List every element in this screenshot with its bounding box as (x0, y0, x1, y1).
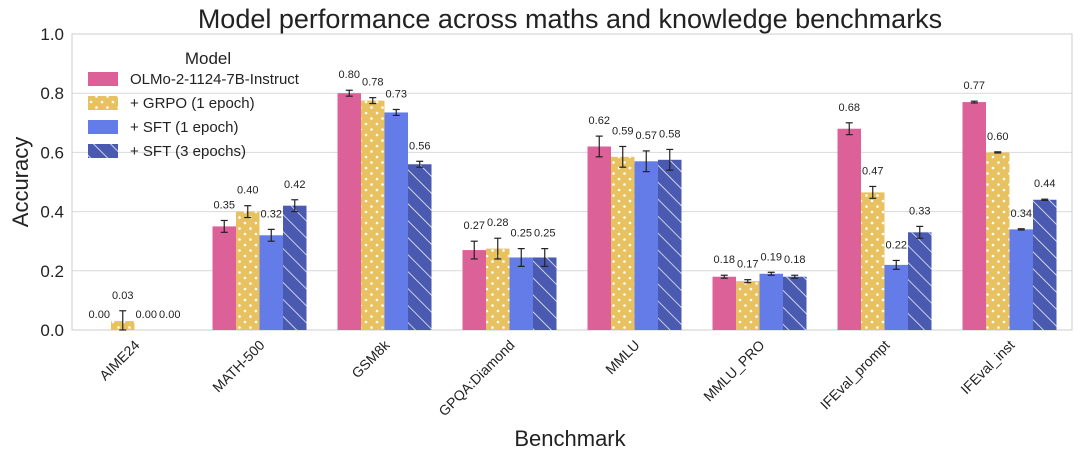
y-tick-label: 0.2 (40, 262, 64, 281)
data-label: 0.03 (112, 290, 133, 302)
x-tick-label: MMLU (602, 337, 642, 377)
data-label: 0.80 (339, 69, 360, 81)
legend-swatch (88, 120, 118, 134)
data-label: 0.25 (511, 228, 532, 240)
data-label: 0.44 (1034, 178, 1055, 190)
data-label: 0.73 (386, 88, 407, 100)
x-axis-ticks: AIME24 MATH-500 GSM8k GPQA:Diamond MMLU MMLU_… (96, 336, 1018, 419)
data-label: 0.18 (714, 254, 735, 266)
chart-title: Model performance across maths and knowl… (198, 4, 942, 34)
data-label: 0.56 (409, 140, 430, 152)
bar (634, 161, 658, 330)
data-label: 0.62 (589, 115, 610, 127)
bar (462, 250, 486, 330)
legend-swatch (88, 72, 118, 86)
bar (759, 273, 783, 330)
data-label: 0.00 (136, 309, 157, 321)
data-label: 0.47 (862, 165, 883, 177)
bar (384, 112, 408, 330)
bar-pattern (486, 248, 510, 330)
data-label: 0.77 (964, 80, 985, 92)
data-label: 0.27 (464, 220, 485, 232)
data-label: 0.33 (909, 205, 930, 217)
bar-pattern (908, 232, 932, 330)
legend-swatch-pattern (88, 144, 118, 158)
bar (259, 235, 283, 330)
bar-pattern (736, 281, 760, 330)
data-label: 0.17 (737, 259, 758, 271)
bar-pattern (861, 192, 885, 330)
bar (509, 257, 533, 330)
x-tick-label: AIME24 (96, 337, 143, 384)
y-tick-label: 0.0 (40, 321, 64, 340)
bar-pattern (408, 164, 432, 330)
bar-pattern (1033, 199, 1057, 330)
data-label: 0.18 (784, 254, 805, 266)
y-tick-label: 0.8 (40, 84, 64, 103)
data-label: 0.22 (886, 239, 907, 251)
legend-swatch-pattern (88, 96, 118, 110)
data-label: 0.00 (89, 309, 110, 321)
y-tick-label: 0.6 (40, 143, 64, 162)
y-axis-ticks: 0.0 0.2 0.4 0.6 0.8 1.0 (40, 25, 64, 340)
legend-label: OLMo-2-1124-7B-Instruct (130, 71, 300, 88)
bar-pattern (658, 159, 682, 330)
legend: Model OLMo-2-1124-7B-Instruct + GRPO (1 e… (88, 49, 300, 160)
data-label: 0.59 (612, 125, 633, 137)
data-label: 0.35 (214, 199, 235, 211)
data-label: 0.19 (761, 251, 782, 263)
data-label: 0.34 (1011, 208, 1032, 220)
data-label: 0.32 (261, 208, 282, 220)
data-label: 0.58 (659, 128, 680, 140)
x-tick-label: IFEval_prompt (817, 337, 893, 413)
bar (337, 93, 361, 330)
legend-label: + GRPO (1 epoch) (130, 95, 255, 112)
data-label: 0.60 (987, 131, 1008, 143)
data-label: 0.57 (636, 130, 657, 142)
data-label: 0.78 (362, 77, 383, 89)
bars: 0.000.030.00 0.000.350.400.320.420.800.78… (89, 69, 1057, 331)
y-tick-label: 1.0 (40, 25, 64, 44)
x-tick-label: GSM8k (348, 336, 393, 381)
bar (712, 276, 736, 330)
bar (962, 102, 986, 330)
bar-pattern (361, 100, 385, 330)
data-label: 0.00 (159, 309, 180, 321)
plot-area-frame (71, 33, 1073, 331)
y-tick-label: 0.4 (40, 203, 64, 222)
bar (884, 264, 908, 330)
bar-pattern (533, 257, 557, 330)
x-tick-label: MMLU_PRO (700, 337, 767, 404)
bar (837, 128, 861, 330)
y-axis-label: Accuracy (8, 137, 33, 227)
data-label: 0.40 (237, 185, 258, 197)
data-label: 0.28 (487, 217, 508, 229)
bar-pattern (283, 205, 307, 330)
bar (587, 146, 611, 330)
bar (212, 226, 236, 330)
data-label: 0.42 (284, 179, 305, 191)
legend-title: Model (185, 49, 231, 68)
bar-pattern (611, 156, 635, 330)
data-label: 0.25 (534, 228, 555, 240)
x-tick-label: IFEval_inst (957, 337, 1017, 397)
bar-pattern (236, 211, 260, 330)
data-label: 0.68 (839, 102, 860, 114)
legend-label: + SFT (3 epochs) (130, 143, 246, 160)
legend-label: + SFT (1 epoch) (130, 119, 239, 136)
x-tick-label: GPQA:Diamond (435, 337, 517, 419)
bar (1009, 229, 1033, 330)
bar-pattern (986, 152, 1010, 330)
bar-pattern (783, 276, 807, 330)
x-tick-label: MATH-500 (209, 337, 268, 396)
x-axis-label: Benchmark (514, 426, 626, 451)
